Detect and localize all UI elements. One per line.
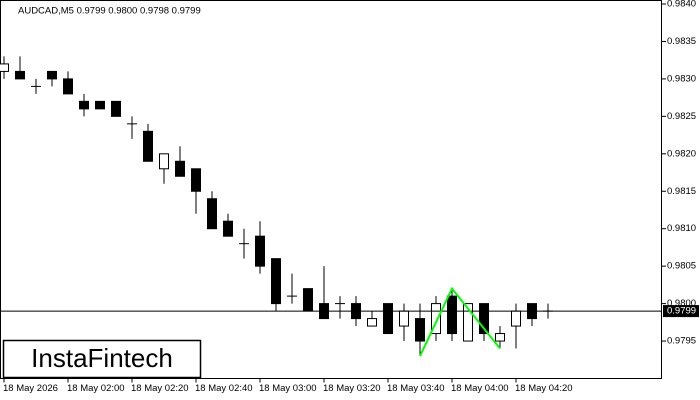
candle-body: [495, 333, 505, 342]
y-tick-label: 0.9815: [667, 186, 696, 197]
candle-body: [15, 70, 25, 80]
y-tick-label: 0.9800: [667, 298, 696, 309]
y-tick-label: 0.9805: [667, 261, 696, 272]
x-tick-label: 18 May 03:40: [387, 383, 445, 394]
candle-body: [159, 153, 169, 170]
candle-body: [463, 303, 473, 342]
plot-frame: [0, 0, 662, 379]
last-price-label: 0.9799: [667, 306, 696, 317]
candle-body: [143, 130, 153, 162]
candle-body: [399, 310, 409, 327]
x-tick-label: 18 May 02:40: [195, 383, 253, 394]
candle-body: [47, 70, 57, 80]
pattern-line: [419, 286, 501, 357]
candle-body: [79, 100, 89, 110]
candle-body: [271, 258, 281, 305]
y-tick-label: 0.9825: [667, 111, 696, 122]
candle-body: [175, 160, 185, 177]
y-tick-label: 0.9835: [667, 36, 696, 47]
logo-box: [2, 339, 202, 379]
candle-body: [111, 100, 121, 117]
candle-body: [447, 295, 457, 335]
candle-body: [367, 318, 377, 327]
candle-body: [415, 318, 425, 342]
candle-body: [479, 303, 489, 335]
candle-body: [511, 310, 521, 327]
x-tick-label: 18 May 03:00: [259, 383, 317, 394]
x-tick-label: 18 May 03:20: [323, 383, 381, 394]
x-tick-label: 18 May 02:00: [67, 383, 125, 394]
logo-text: InstaFintech: [31, 343, 173, 373]
y-tick-label: 0.9820: [667, 148, 696, 159]
x-tick-label: 18 May 04:20: [515, 383, 573, 394]
y-tick-label: 0.9830: [667, 73, 696, 84]
candle-body: [191, 168, 201, 192]
logo: InstaFintech: [2, 339, 202, 379]
x-tick-label: 18 May 04:00: [451, 383, 509, 394]
candle-body: [95, 100, 105, 110]
last-price-box: [663, 305, 699, 318]
x-tick-label: 18 May 2026: [3, 383, 58, 394]
candle-body: [207, 198, 217, 230]
y-tick-label: 0.9795: [667, 336, 696, 347]
y-tick-label: 0.9840: [667, 0, 696, 10]
candle-body: [303, 288, 313, 312]
x-tick-label: 18 May 02:20: [131, 383, 189, 394]
y-tick-label: 0.9810: [667, 223, 696, 234]
candle-body: [63, 78, 73, 95]
candle-body: [0, 63, 9, 72]
candle-body: [255, 235, 265, 267]
chart-title: AUDCAD,M5 0.9799 0.9800 0.9798 0.9799: [18, 6, 201, 17]
candle-body: [431, 303, 441, 335]
candle-body: [223, 220, 233, 237]
candle-body: [383, 303, 393, 335]
